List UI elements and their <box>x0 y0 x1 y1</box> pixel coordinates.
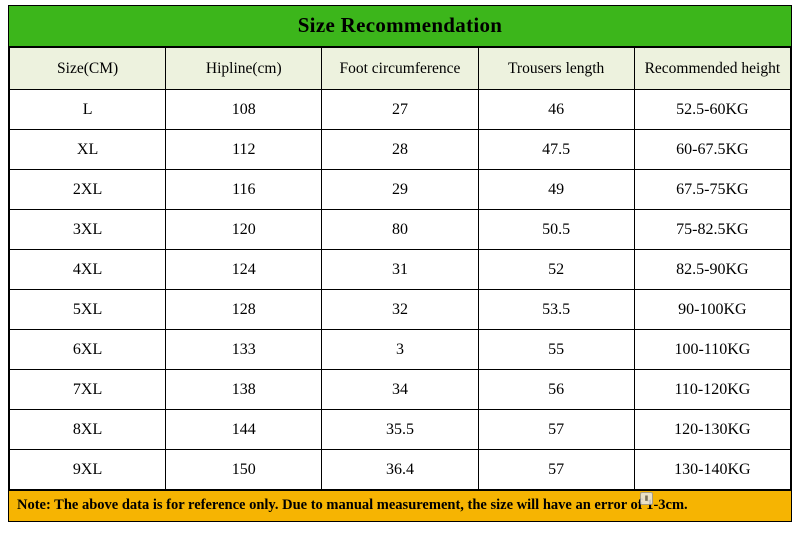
table-row: L 108 27 46 52.5-60KG <box>8 89 792 130</box>
value-cell: 144 <box>165 409 323 450</box>
value-cell: 120 <box>165 209 323 250</box>
page-title: Size Recommendation <box>9 6 791 47</box>
column-header-hipline: Hipline(cm) <box>165 47 323 90</box>
value-cell: 90-100KG <box>633 289 792 330</box>
value-cell: 55 <box>477 329 635 370</box>
value-cell: 50.5 <box>477 209 635 250</box>
column-header-size: Size(CM) <box>8 47 167 90</box>
table-body: L 108 27 46 52.5-60KG XL 112 28 47.5 60-67.5KG 2XL… <box>8 89 792 490</box>
value-cell: 130-140KG <box>633 449 792 490</box>
value-cell: 57 <box>477 449 635 490</box>
note-bar: Note: The above data is for reference on… <box>9 490 791 521</box>
value-cell: 60-67.5KG <box>633 129 792 170</box>
value-cell: 3 <box>321 329 479 370</box>
size-cell: XL <box>8 129 167 170</box>
size-cell: 6XL <box>8 329 167 370</box>
value-cell: 133 <box>165 329 323 370</box>
table-header: Size(CM) Hipline(cm) Foot circumference … <box>8 47 792 90</box>
value-cell: 53.5 <box>477 289 635 330</box>
table-row: 9XL 150 36.4 57 130-140KG <box>8 449 792 490</box>
size-cell: 3XL <box>8 209 167 250</box>
size-cell: 8XL <box>8 409 167 450</box>
value-cell: 138 <box>165 369 323 410</box>
table-row: 8XL 144 35.5 57 120-130KG <box>8 409 792 450</box>
size-table: Size(CM) Hipline(cm) Foot circumference … <box>8 47 792 490</box>
value-cell: 108 <box>165 89 323 130</box>
value-cell: 36.4 <box>321 449 479 490</box>
value-cell: 112 <box>165 129 323 170</box>
column-header-foot-circumference: Foot circumference <box>321 47 479 90</box>
note-text: Note: The above data is for reference on… <box>17 497 688 513</box>
table-row: 7XL 138 34 56 110-120KG <box>8 369 792 410</box>
value-cell: 29 <box>321 169 479 210</box>
value-cell: 75-82.5KG <box>633 209 792 250</box>
value-cell: 56 <box>477 369 635 410</box>
value-cell: 27 <box>321 89 479 130</box>
value-cell: 47.5 <box>477 129 635 170</box>
size-cell: 4XL <box>8 249 167 290</box>
value-cell: 116 <box>165 169 323 210</box>
table-row: 6XL 133 3 55 100-110KG <box>8 329 792 370</box>
table-row: 5XL 128 32 53.5 90-100KG <box>8 289 792 330</box>
size-cell: 7XL <box>8 369 167 410</box>
value-cell: 52.5-60KG <box>633 89 792 130</box>
size-chart: Size Recommendation Size(CM) Hipline(cm)… <box>8 5 792 522</box>
value-cell: 124 <box>165 249 323 290</box>
value-cell: 120-130KG <box>633 409 792 450</box>
value-cell: 80 <box>321 209 479 250</box>
value-cell: 150 <box>165 449 323 490</box>
value-cell: 32 <box>321 289 479 330</box>
value-cell: 31 <box>321 249 479 290</box>
translate-artifact-icon: ▮ <box>640 492 653 505</box>
value-cell: 28 <box>321 129 479 170</box>
table-row: XL 112 28 47.5 60-67.5KG <box>8 129 792 170</box>
column-header-trousers-length: Trousers length <box>477 47 635 90</box>
value-cell: 46 <box>477 89 635 130</box>
size-cell: 2XL <box>8 169 167 210</box>
value-cell: 52 <box>477 249 635 290</box>
header-row: Size(CM) Hipline(cm) Foot circumference … <box>8 47 792 90</box>
column-header-recommended-height: Recommended height <box>633 47 792 90</box>
table-row: 3XL 120 80 50.5 75-82.5KG <box>8 209 792 250</box>
size-cell: 9XL <box>8 449 167 490</box>
value-cell: 110-120KG <box>633 369 792 410</box>
size-cell: L <box>8 89 167 130</box>
table-row: 4XL 124 31 52 82.5-90KG <box>8 249 792 290</box>
table-row: 2XL 116 29 49 67.5-75KG <box>8 169 792 210</box>
value-cell: 57 <box>477 409 635 450</box>
value-cell: 35.5 <box>321 409 479 450</box>
size-cell: 5XL <box>8 289 167 330</box>
value-cell: 34 <box>321 369 479 410</box>
value-cell: 49 <box>477 169 635 210</box>
value-cell: 128 <box>165 289 323 330</box>
value-cell: 82.5-90KG <box>633 249 792 290</box>
value-cell: 100-110KG <box>633 329 792 370</box>
value-cell: 67.5-75KG <box>633 169 792 210</box>
